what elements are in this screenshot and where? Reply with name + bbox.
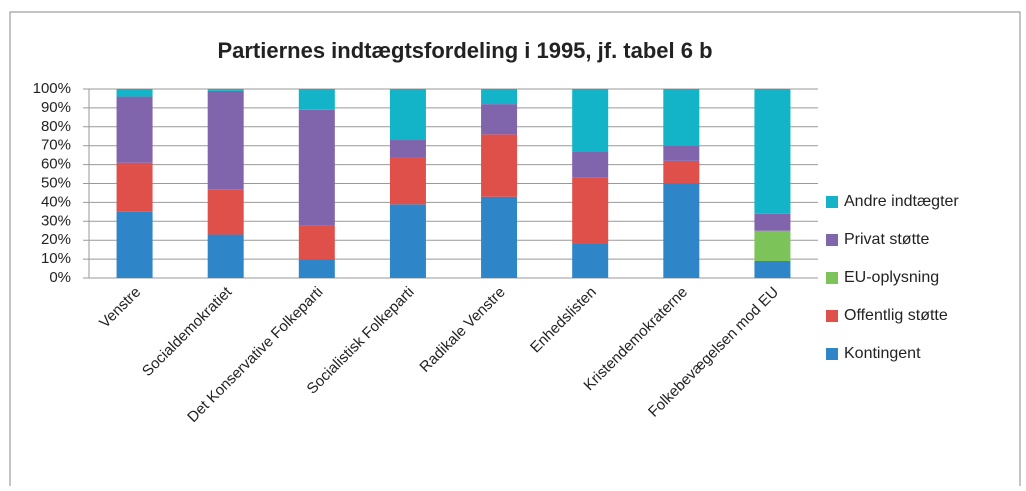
bar-segment	[754, 230, 791, 261]
legend-swatch	[826, 310, 838, 322]
chart-title: Partiernes indtægtsfordeling i 1995, jf.…	[217, 38, 712, 63]
bar-segment	[389, 204, 426, 278]
bar-segment	[572, 177, 609, 244]
bar-segment	[389, 157, 426, 205]
y-tick-label: 40%	[41, 193, 71, 210]
legend-swatch	[826, 348, 838, 360]
bar-segment	[116, 96, 153, 163]
bar-segment	[207, 89, 244, 91]
bar-segment	[116, 162, 153, 212]
y-tick-label: 30%	[41, 212, 71, 229]
bar-segment	[116, 211, 153, 278]
legend-label: Privat støtte	[844, 231, 929, 248]
bar-segment	[389, 89, 426, 141]
legend-label: Kontingent	[844, 345, 921, 362]
bar-segment	[663, 160, 700, 184]
y-tick-label: 60%	[41, 156, 71, 173]
bar-segment	[754, 213, 791, 231]
y-tick-label: 10%	[41, 250, 71, 267]
bar-segment	[298, 89, 335, 110]
y-tick-label: 100%	[33, 80, 71, 97]
y-tick-label: 70%	[41, 137, 71, 154]
y-tick-label: 90%	[41, 99, 71, 116]
bar-segment	[663, 183, 700, 278]
bar-segment	[572, 151, 609, 178]
bar-segment	[481, 89, 518, 105]
bar-segment	[207, 90, 244, 190]
bar-segment	[754, 89, 791, 214]
bar-segment	[298, 259, 335, 278]
bar-segment	[207, 189, 244, 235]
legend-swatch	[826, 234, 838, 246]
bar-segment	[481, 134, 518, 197]
bar-segment	[663, 145, 700, 161]
bar-segment	[207, 234, 244, 278]
bar-segment	[481, 104, 518, 135]
bar-segment	[116, 89, 153, 97]
legend-label: EU-oplysning	[844, 269, 939, 286]
bar-segment	[572, 243, 609, 278]
y-tick-label: 0%	[49, 269, 71, 286]
legend-swatch	[826, 196, 838, 208]
y-tick-label: 20%	[41, 231, 71, 248]
y-tick-label: 50%	[41, 174, 71, 191]
bar-segment	[389, 140, 426, 158]
bar-segment	[572, 89, 609, 152]
bar-segment	[298, 225, 335, 260]
y-tick-label: 80%	[41, 118, 71, 135]
bar-segment	[754, 260, 791, 278]
legend-label: Offentlig støtte	[844, 307, 948, 324]
bar-segment	[663, 89, 700, 146]
bar-segment	[298, 109, 335, 226]
legend-swatch	[826, 272, 838, 284]
bar-segment	[481, 196, 518, 278]
legend-label: Andre indtægter	[844, 193, 959, 210]
